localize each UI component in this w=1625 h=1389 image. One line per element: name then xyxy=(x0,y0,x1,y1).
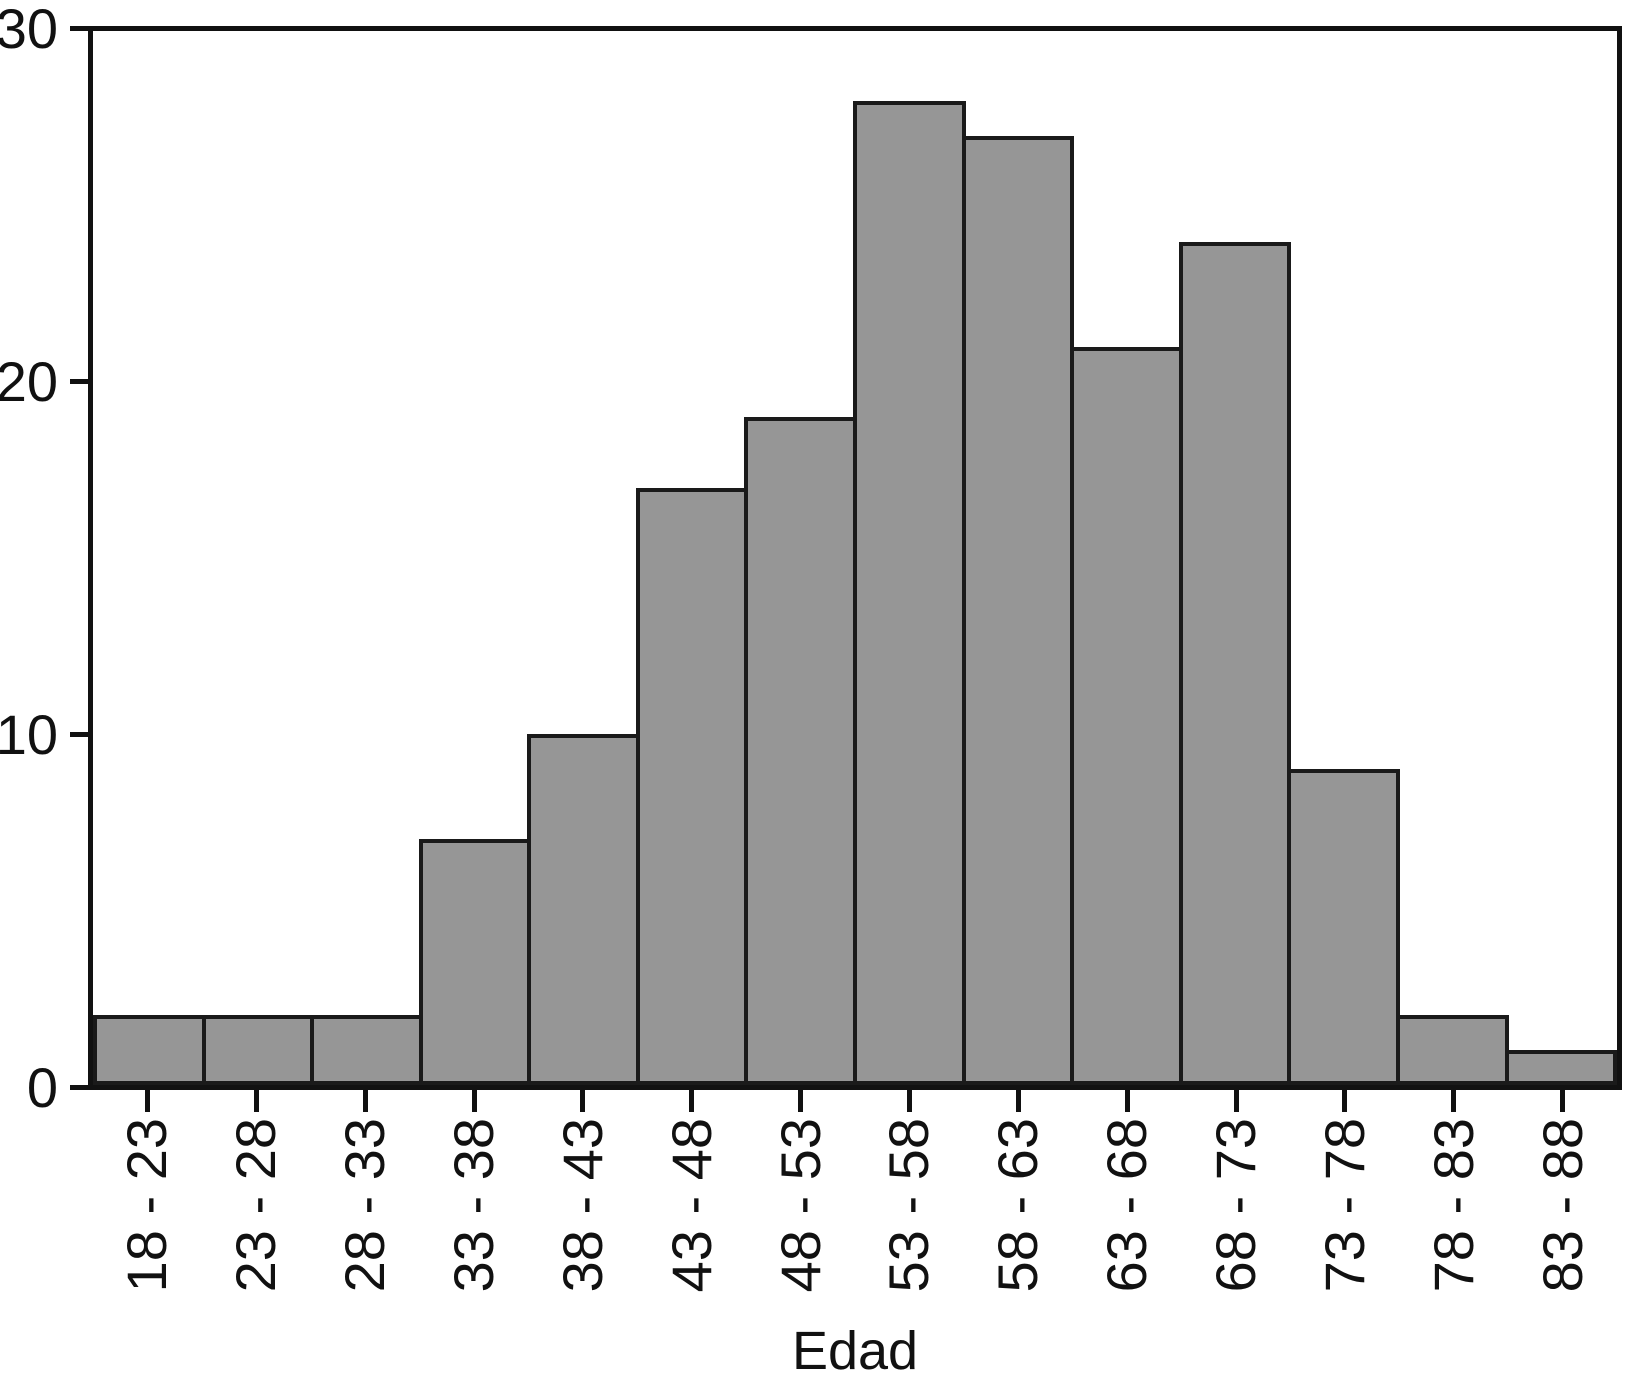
y-tick xyxy=(70,732,88,737)
histogram-bar-23-28 xyxy=(201,1015,315,1085)
y-tick-label: 10 xyxy=(0,703,58,766)
x-tick-label: 38 - 43 xyxy=(551,1118,614,1293)
y-tick-label: 30 xyxy=(0,0,58,60)
y-tick xyxy=(70,26,88,31)
histogram-bar-78-83 xyxy=(1395,1015,1509,1085)
x-tick-label: 28 - 33 xyxy=(333,1118,396,1293)
x-tick xyxy=(798,1090,803,1112)
x-tick xyxy=(1234,1090,1239,1112)
histogram-bar-58-63 xyxy=(961,136,1075,1085)
x-tick-label: 33 - 38 xyxy=(442,1118,505,1293)
bars-container xyxy=(93,31,1618,1085)
histogram-bar-68-73 xyxy=(1178,242,1292,1085)
x-tick-label: 53 - 58 xyxy=(877,1118,940,1293)
x-tick-label: 43 - 48 xyxy=(660,1118,723,1293)
histogram-bar-43-48 xyxy=(635,488,749,1085)
x-tick-label: 78 - 83 xyxy=(1422,1118,1485,1293)
x-tick xyxy=(145,1090,150,1112)
x-tick-label: 68 - 73 xyxy=(1204,1118,1267,1293)
histogram-bar-48-53 xyxy=(744,417,858,1085)
x-tick-label: 58 - 63 xyxy=(986,1118,1049,1293)
y-tick-label: 0 xyxy=(26,1056,58,1119)
x-tick-label: 63 - 68 xyxy=(1095,1118,1158,1293)
x-tick-label: 18 - 23 xyxy=(115,1118,178,1293)
plot-area xyxy=(88,26,1622,1090)
histogram-bar-83-88 xyxy=(1504,1050,1618,1085)
histogram-bar-53-58 xyxy=(853,101,966,1085)
histogram-bar-63-68 xyxy=(1070,347,1183,1085)
x-tick xyxy=(363,1090,368,1112)
x-tick-label: 23 - 28 xyxy=(224,1118,287,1293)
x-tick xyxy=(1125,1090,1130,1112)
x-tick xyxy=(1016,1090,1021,1112)
x-tick xyxy=(1342,1090,1347,1112)
histogram-bar-28-33 xyxy=(310,1015,423,1085)
x-tick-label: 83 - 88 xyxy=(1531,1118,1594,1293)
x-tick xyxy=(254,1090,259,1112)
histogram-bar-73-78 xyxy=(1287,769,1400,1085)
histogram-bar-18-23 xyxy=(93,1015,206,1085)
x-tick xyxy=(907,1090,912,1112)
x-tick xyxy=(1451,1090,1456,1112)
x-tick-label: 73 - 78 xyxy=(1313,1118,1376,1293)
x-tick xyxy=(689,1090,694,1112)
y-tick xyxy=(70,1085,88,1090)
histogram-bar-38-43 xyxy=(527,734,640,1085)
y-tick xyxy=(70,379,88,384)
x-tick-label: 48 - 53 xyxy=(769,1118,832,1293)
x-axis-title: Edad xyxy=(791,1321,919,1381)
x-tick xyxy=(472,1090,477,1112)
y-tick-label: 20 xyxy=(0,350,58,413)
histogram-bar-33-38 xyxy=(418,839,532,1085)
x-tick xyxy=(1560,1090,1565,1112)
x-tick xyxy=(580,1090,585,1112)
